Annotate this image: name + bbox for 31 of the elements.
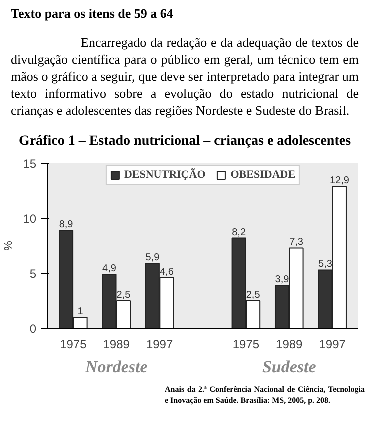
data-label: 12,9 xyxy=(330,175,350,186)
data-label: 7,3 xyxy=(290,236,304,248)
x-tick-label: 1997 xyxy=(319,337,346,352)
data-label: 1 xyxy=(78,306,84,318)
text: Anais da 2.ª Conferência Nacional de Ciência, Tecnologia e Inovação em Saúde. Brasília: MS, 2005, p. 208. xyxy=(165,384,365,407)
x-tick-label: 1989 xyxy=(276,337,304,352)
text: Sudeste xyxy=(262,357,317,376)
data-label: 3,9 xyxy=(275,274,290,286)
x-tick-label: 1975 xyxy=(60,337,88,352)
x-tick-label: 1997 xyxy=(146,337,174,352)
text: Texto para os itens de 59 a 64 xyxy=(11,5,174,23)
data-label: 8,2 xyxy=(232,227,246,238)
chart-title: Gráfico 1 – Estado nutricional – crianças e adolescentes xyxy=(18,132,352,151)
x-tick-label: 1989 xyxy=(103,337,130,352)
y-tick-label: 10 xyxy=(23,212,37,226)
data-label: 2,5 xyxy=(246,290,261,301)
text: Nordeste xyxy=(84,357,148,376)
data-label: 4,6 xyxy=(160,266,174,278)
data-label: 2,5 xyxy=(116,290,132,301)
text: Encarregado da redação e da adequação de textos de divulgação científica para o público em geral, um técnico tem em mãos o gráfico a seguir, que deve ser interpretado para integrar um texto informativo sobre a evolução do estado nutricional de crianças e adolescentes das regiões Nordeste e Sudeste do Brasil. xyxy=(11,34,359,119)
legend-label: DESNUTRIÇÃO xyxy=(124,168,206,181)
data-label: 8,9 xyxy=(59,219,74,230)
x-tick-label: 1975 xyxy=(232,337,260,352)
data-label: 5,9 xyxy=(146,252,160,264)
legend-label: OBESIDADE xyxy=(230,168,296,181)
y-axis-title: % xyxy=(3,240,16,251)
data-label: 4,9 xyxy=(102,263,117,274)
y-tick-label: 15 xyxy=(23,156,37,171)
data-label: 5,3 xyxy=(318,258,333,270)
y-tick-label: 5 xyxy=(30,266,37,281)
y-tick-label: 0 xyxy=(30,322,37,336)
